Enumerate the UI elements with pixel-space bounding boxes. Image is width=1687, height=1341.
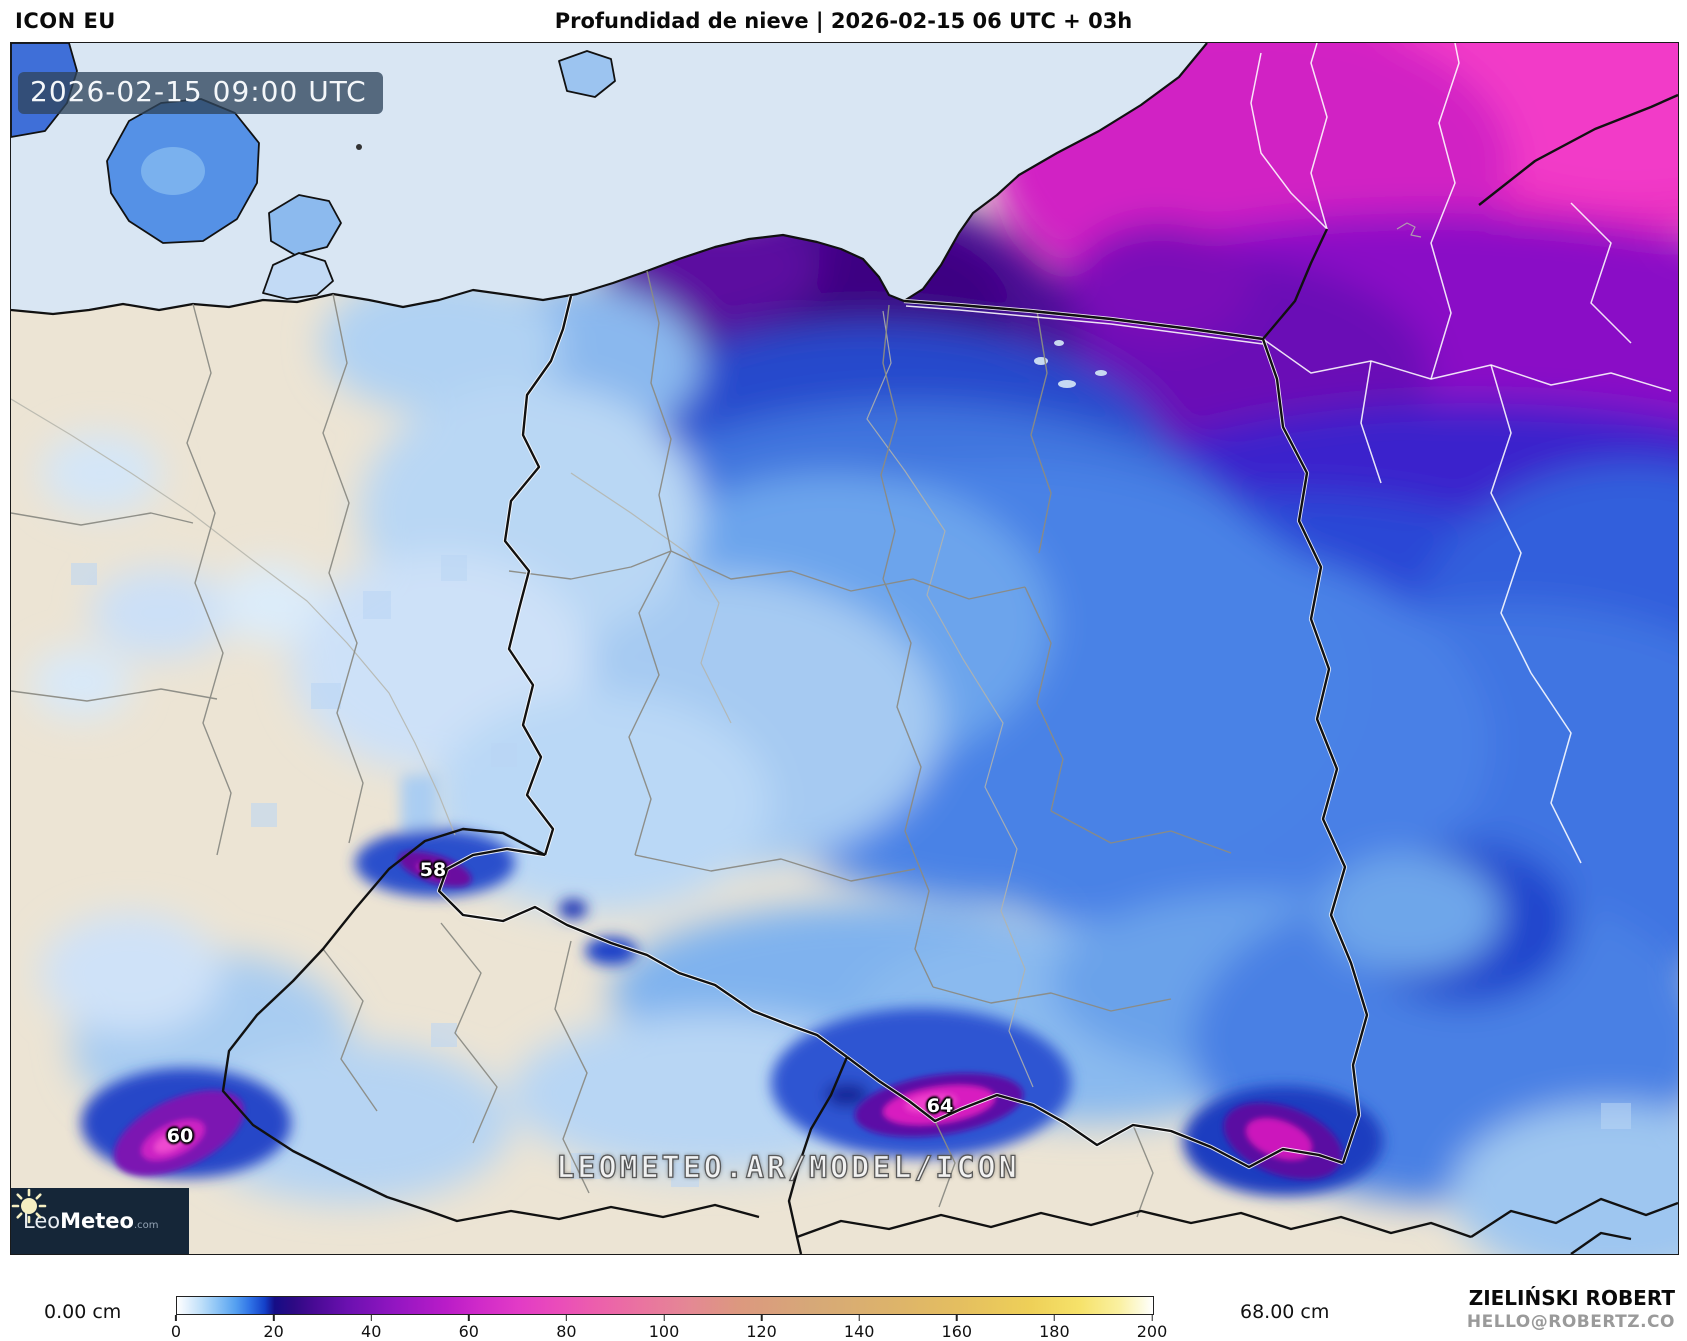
legend-tick: 0 bbox=[171, 1315, 181, 1341]
snow-field bbox=[31, 43, 1678, 1254]
snow-max-label: 58 bbox=[419, 859, 447, 881]
country-borders bbox=[221, 93, 1678, 1254]
timestamp-badge: 2026-02-15 09:00 UTC bbox=[18, 72, 383, 114]
credit-author: ZIELIŃSKI ROBERT bbox=[1468, 1286, 1675, 1310]
legend-tick: 20 bbox=[263, 1315, 284, 1341]
legend-tick: 160 bbox=[942, 1315, 972, 1341]
legend-ticks: 0 20 40 60 80 100 120 140 160 180 200 bbox=[171, 1315, 1167, 1341]
brand-name: LeoMeteo.com bbox=[23, 1209, 159, 1233]
snow-max-label: 60 bbox=[166, 1125, 194, 1147]
admin-borders-white bbox=[905, 43, 1672, 864]
map-panel: 2026-02-15 09:00 UTC 58 60 64 LEOMETEO.A… bbox=[10, 42, 1679, 1255]
legend-max-label: 68.00 cm bbox=[1240, 1301, 1330, 1323]
legend-tick: 60 bbox=[459, 1315, 479, 1341]
legend-tick: 80 bbox=[556, 1315, 577, 1341]
legend-colorbar bbox=[176, 1296, 1154, 1315]
legend-min-label: 0.00 cm bbox=[44, 1301, 122, 1323]
sun-icon bbox=[11, 1188, 47, 1224]
brand-tld: .com bbox=[133, 1220, 159, 1231]
legend-tick: 140 bbox=[844, 1315, 874, 1341]
islands bbox=[11, 43, 616, 300]
snow-max-label: 64 bbox=[926, 1095, 954, 1117]
brand-meteo: Meteo bbox=[60, 1209, 134, 1233]
legend-tick: 200 bbox=[1137, 1315, 1167, 1341]
rivers bbox=[11, 222, 1422, 1088]
admin-borders-gray bbox=[11, 270, 1232, 1218]
legend-tick: 180 bbox=[1039, 1315, 1070, 1341]
model-label: ICON EU bbox=[15, 9, 116, 33]
legend-tick: 120 bbox=[746, 1315, 777, 1341]
map-canvas bbox=[11, 43, 1678, 1254]
page-title: Profundidad de nieve | 2026-02-15 06 UTC… bbox=[554, 9, 1133, 33]
credit-email: HELLO@ROBERTZ.CO bbox=[1466, 1312, 1675, 1332]
snow-maxima bbox=[113, 851, 1343, 1180]
coastline bbox=[11, 43, 1208, 316]
legend-tick: 100 bbox=[649, 1315, 679, 1341]
brand-logo: LeoMeteo.com bbox=[11, 1188, 189, 1254]
pixel-patches bbox=[71, 555, 1631, 1187]
legend-tick: 40 bbox=[361, 1315, 381, 1341]
watermark-text: LEOMETEO.AR/MODEL/ICON bbox=[556, 1150, 1020, 1186]
